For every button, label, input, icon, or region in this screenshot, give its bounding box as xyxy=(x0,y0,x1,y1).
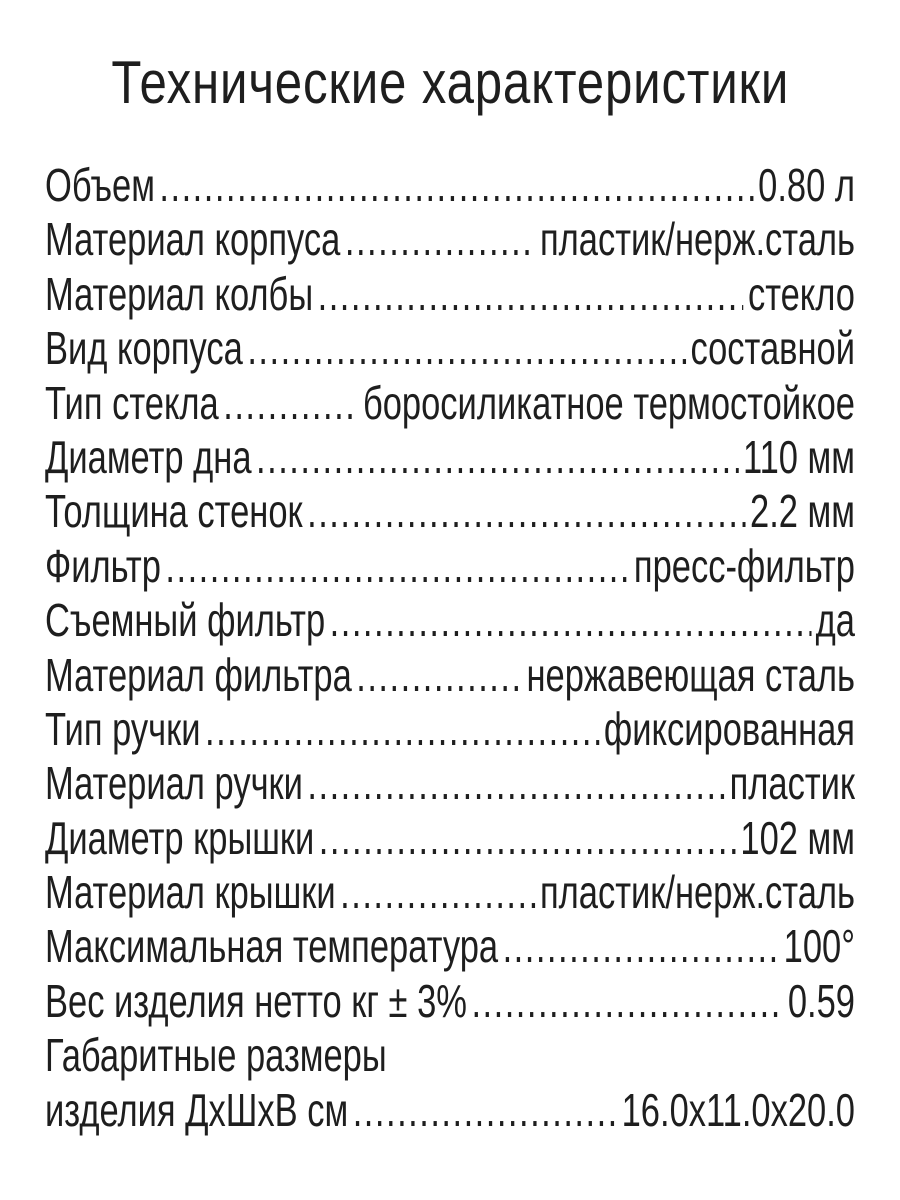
spec-label: Материал фильтра xyxy=(45,648,352,701)
spec-row: Материал ручки пластик xyxy=(45,756,855,810)
dot-leader xyxy=(247,321,686,375)
spec-label: Материал крышки xyxy=(45,866,336,919)
spec-value: составной xyxy=(690,322,855,375)
dot-leader xyxy=(205,702,599,756)
dot-leader xyxy=(318,267,744,321)
spec-label: Габаритные размеры xyxy=(45,1029,387,1082)
spec-label: Максимальная температура xyxy=(45,920,499,973)
dot-leader xyxy=(307,484,745,538)
dot-leader xyxy=(159,158,753,212)
spec-value: 2.2 мм xyxy=(750,485,855,538)
spec-row: Вес изделия нетто кг ± 3% 0.59 xyxy=(45,974,855,1028)
spec-row: Объем 0.80 л xyxy=(45,158,855,212)
spec-row: Тип ручки фиксированная xyxy=(45,702,855,756)
spec-label: Вид корпуса xyxy=(45,322,243,375)
spec-label: Материал корпуса xyxy=(45,213,341,266)
spec-row: Тип стекла боросиликатное термостойкое xyxy=(45,376,855,430)
dot-leader xyxy=(503,919,780,973)
spec-value: пластик/нерж.сталь xyxy=(539,866,855,919)
spec-row: Материал корпуса пластик/нерж.сталь xyxy=(45,212,855,266)
spec-row: Максимальная температура 100° xyxy=(45,919,855,973)
dot-leader xyxy=(307,756,725,810)
spec-row: Съемный фильтр да xyxy=(45,593,855,647)
spec-row-dimensions-label: Габаритные размеры xyxy=(45,1028,855,1082)
spec-value: 102 мм xyxy=(740,811,855,864)
dot-leader xyxy=(356,648,522,702)
spec-list: Объем 0.80 л Материал корпуса пластик/нерж.… xyxy=(45,158,855,1137)
spec-value: 100° xyxy=(783,920,855,973)
dot-leader xyxy=(353,1083,617,1137)
spec-row: Материал крышки пластик/нерж.сталь xyxy=(45,865,855,919)
spec-label: Диаметр крышки xyxy=(45,811,315,864)
spec-value: фиксированная xyxy=(603,702,855,755)
spec-row: Материал колбы стекло xyxy=(45,267,855,321)
dot-leader xyxy=(340,865,535,919)
spec-value: да xyxy=(815,594,855,647)
spec-value: 16.0x11.0x20.0 xyxy=(621,1083,855,1136)
spec-row-dimensions: изделия ДхШхВ см 16.0x11.0x20.0 xyxy=(45,1083,855,1137)
spec-label: Материал колбы xyxy=(45,267,314,320)
page-title: Технические характеристики xyxy=(111,49,789,116)
spec-label: Вес изделия нетто кг ± 3% xyxy=(45,974,467,1027)
spec-row: Вид корпуса составной xyxy=(45,321,855,375)
spec-label: Съемный фильтр xyxy=(45,594,326,647)
spec-label: Тип стекла xyxy=(45,376,219,429)
spec-label: Диаметр дна xyxy=(45,430,252,483)
spec-value: 0.80 л xyxy=(758,159,855,211)
spec-value: 0.59 xyxy=(787,974,855,1027)
spec-value: пластик xyxy=(729,757,855,810)
dot-leader xyxy=(223,376,358,430)
spec-row: Материал фильтра нержавеющая сталь xyxy=(45,648,855,702)
dot-leader xyxy=(256,430,738,484)
spec-row: Толщина стенок 2.2 мм xyxy=(45,484,855,538)
spec-value: стекло xyxy=(747,267,855,320)
dot-leader xyxy=(471,974,783,1028)
dot-leader xyxy=(330,593,812,647)
spec-value: пластик/нерж.сталь xyxy=(539,213,855,266)
spec-value: 110 мм xyxy=(742,430,855,483)
dot-leader xyxy=(319,811,736,865)
spec-row: Диаметр крышки 102 мм xyxy=(45,811,855,865)
dot-leader xyxy=(165,539,629,593)
spec-label: Фильтр xyxy=(45,539,161,592)
spec-row: Диаметр дна 110 мм xyxy=(45,430,855,484)
spec-label: Объем xyxy=(45,159,155,211)
spec-value: пресс-фильтр xyxy=(633,539,855,592)
spec-label: Толщина стенок xyxy=(45,485,303,538)
spec-value: нержавеющая сталь xyxy=(526,648,856,701)
spec-value: боросиликатное термостойкое xyxy=(362,376,855,429)
spec-label: изделия ДхШхВ см xyxy=(45,1083,349,1136)
spec-row: Фильтр пресс-фильтр xyxy=(45,539,855,593)
spec-label: Материал ручки xyxy=(45,757,303,810)
spec-label: Тип ручки xyxy=(45,702,201,755)
dot-leader xyxy=(345,212,536,266)
